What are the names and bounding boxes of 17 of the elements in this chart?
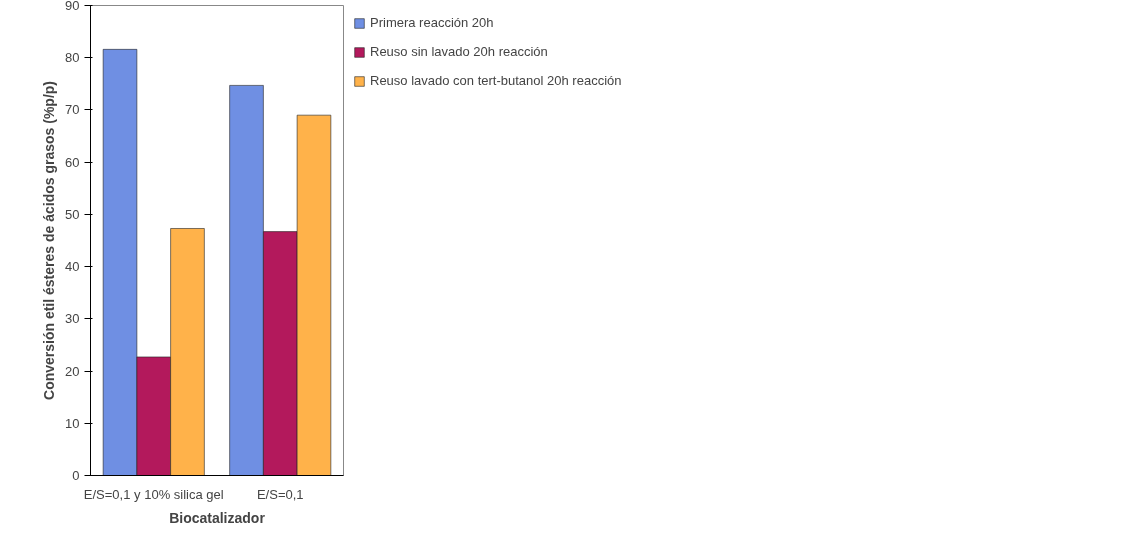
x-tick-label: E/S=0,1 y 10% silica gel (83, 486, 224, 502)
y-tick-label: 0 (72, 468, 80, 483)
y-tick-label: 40 (65, 259, 80, 275)
x-tick-label: E/S=0,1 (256, 486, 304, 502)
y-tick-label: 50 (65, 206, 80, 222)
y-tick-label: 10 (65, 415, 80, 431)
y-tick-label: 80 (65, 50, 80, 66)
y-tick-label: 90 (65, 0, 80, 13)
y-tick-label: 30 (65, 311, 80, 327)
legend-label: Reuso lavado con tert-butanol 20h reacción (370, 73, 622, 88)
y-tick-label: 60 (65, 154, 80, 170)
legend-label: Reuso sin lavado 20h reacción (370, 44, 548, 59)
y-tick-label: 20 (65, 363, 80, 379)
y-axis-title: Conversión etil ésteres de ácidos grasos (%p/p) (41, 80, 58, 400)
legend-label: Primera reacción 20h (370, 15, 494, 30)
x-axis-title: Biocatalizador (169, 509, 266, 526)
y-tick-label: 70 (65, 102, 80, 118)
